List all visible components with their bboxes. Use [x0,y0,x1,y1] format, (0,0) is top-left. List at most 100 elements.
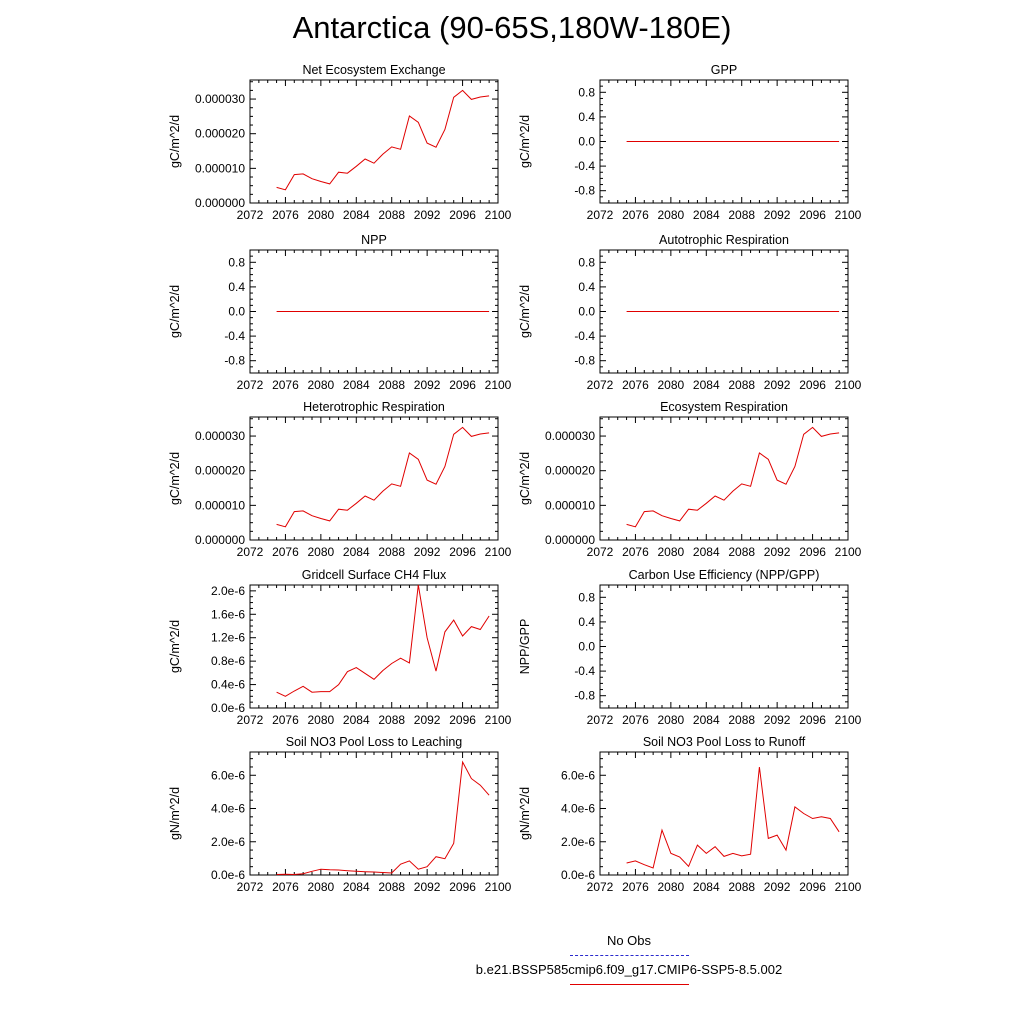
net-ecosystem-exchange-y-tick-label: 0.000020 [195,127,245,141]
npp-x-tick-label: 2076 [272,378,299,392]
ecosystem-respiration-y-axis-label: gC/m^2/d [518,452,532,505]
soil-no3-pool-loss-to-runoff-y-tick-label: 6.0e-6 [561,768,595,782]
npp-x-tick-label: 2080 [308,378,335,392]
ecosystem-respiration-x-tick-label: 2076 [622,545,649,559]
heterotrophic-respiration-x-tick-label: 2080 [308,545,335,559]
carbon-use-efficiency-npp-gpp-x-tick-label: 2088 [728,713,755,727]
gpp-y-axis-label: gC/m^2/d [518,115,532,168]
net-ecosystem-exchange-y-tick-label: 0.000030 [195,92,245,106]
npp-y-tick-label: -0.4 [224,329,245,343]
autotrophic-respiration-x-tick-label: 2080 [658,378,685,392]
gpp-y-tick-label: 0.0 [578,135,595,149]
soil-no3-pool-loss-to-leaching-x-tick-label: 2092 [414,880,441,894]
gridcell-surface-ch4-flux-x-tick-label: 2076 [272,713,299,727]
net-ecosystem-exchange-y-tick-label: 0.000010 [195,161,245,175]
autotrophic-respiration-y-tick-label: 0.0 [578,305,595,319]
heterotrophic-respiration-x-tick-label: 2088 [378,545,405,559]
npp-y-tick-label: 0.0 [228,305,245,319]
soil-no3-pool-loss-to-leaching-x-tick-label: 2072 [237,880,264,894]
net-ecosystem-exchange-x-tick-label: 2080 [308,208,335,222]
soil-no3-pool-loss-to-leaching-series-line [276,760,490,876]
soil-no3-pool-loss-to-leaching-y-axis-label: gN/m^2/d [168,787,182,840]
carbon-use-efficiency-npp-gpp-title: Carbon Use Efficiency (NPP/GPP) [629,568,820,582]
ecosystem-respiration-x-tick-label: 2088 [728,545,755,559]
soil-no3-pool-loss-to-leaching-title: Soil NO3 Pool Loss to Leaching [286,735,463,749]
gpp-x-tick-label: 2096 [799,208,826,222]
gridcell-surface-ch4-flux-y-tick-label: 1.2e-6 [211,631,245,645]
heterotrophic-respiration-y-tick-label: 0.000000 [195,533,245,547]
npp-title: NPP [361,233,387,247]
npp-x-tick-label: 2072 [237,378,264,392]
autotrophic-respiration-y-tick-label: 0.8 [578,255,595,269]
autotrophic-respiration-x-tick-label: 2092 [764,378,791,392]
ecosystem-respiration-y-tick-label: 0.000000 [545,533,595,547]
soil-no3-pool-loss-to-leaching-x-tick-label: 2080 [308,880,335,894]
autotrophic-respiration-y-tick-label: -0.4 [574,329,595,343]
carbon-use-efficiency-npp-gpp-x-tick-label: 2080 [658,713,685,727]
ecosystem-respiration-x-tick-label: 2092 [764,545,791,559]
heterotrophic-respiration-y-tick-label: 0.000020 [195,464,245,478]
carbon-use-efficiency-npp-gpp-y-tick-label: -0.8 [574,689,595,703]
gridcell-surface-ch4-flux-x-tick-label: 2096 [449,713,476,727]
gpp-x-tick-label: 2072 [587,208,614,222]
carbon-use-efficiency-npp-gpp-plot-frame [599,584,849,709]
net-ecosystem-exchange-x-tick-label: 2092 [414,208,441,222]
figure-title: Antarctica (90-65S,180W-180E) [292,10,732,45]
soil-no3-pool-loss-to-runoff-x-tick-label: 2100 [835,880,862,894]
autotrophic-respiration-title: Autotrophic Respiration [659,233,789,247]
net-ecosystem-exchange-x-tick-label: 2088 [378,208,405,222]
carbon-use-efficiency-npp-gpp-y-tick-label: 0.0 [578,640,595,654]
autotrophic-respiration-x-tick-label: 2096 [799,378,826,392]
autotrophic-respiration-x-tick-label: 2076 [622,378,649,392]
gpp-y-tick-label: -0.8 [574,184,595,198]
soil-no3-pool-loss-to-runoff-x-tick-label: 2072 [587,880,614,894]
gridcell-surface-ch4-flux-y-tick-label: 1.6e-6 [211,607,245,621]
soil-no3-pool-loss-to-runoff-x-tick-label: 2088 [728,880,755,894]
soil-no3-pool-loss-to-runoff-title: Soil NO3 Pool Loss to Runoff [643,735,806,749]
gridcell-surface-ch4-flux-x-tick-label: 2080 [308,713,335,727]
gridcell-surface-ch4-flux-x-tick-label: 2100 [485,713,512,727]
net-ecosystem-exchange-title: Net Ecosystem Exchange [302,63,445,77]
heterotrophic-respiration-y-tick-label: 0.000030 [195,429,245,443]
soil-no3-pool-loss-to-leaching-y-tick-label: 4.0e-6 [211,802,245,816]
gridcell-surface-ch4-flux-y-tick-label: 2.0e-6 [211,584,245,598]
gpp-y-tick-label: -0.4 [574,159,595,173]
net-ecosystem-exchange-x-tick-label: 2072 [237,208,264,222]
heterotrophic-respiration-y-tick-label: 0.000010 [195,498,245,512]
npp-x-tick-label: 2100 [485,378,512,392]
ecosystem-respiration-y-tick-label: 0.000030 [545,429,595,443]
carbon-use-efficiency-npp-gpp-y-axis-label: NPP/GPP [518,619,532,675]
gridcell-surface-ch4-flux-title: Gridcell Surface CH4 Flux [302,568,447,582]
npp-x-tick-label: 2084 [343,378,370,392]
ecosystem-respiration-x-tick-label: 2072 [587,545,614,559]
heterotrophic-respiration-x-tick-label: 2092 [414,545,441,559]
ecosystem-respiration-series-line [626,426,840,528]
carbon-use-efficiency-npp-gpp-x-tick-label: 2076 [622,713,649,727]
autotrophic-respiration-x-tick-label: 2088 [728,378,755,392]
heterotrophic-respiration-x-tick-label: 2084 [343,545,370,559]
npp-y-tick-label: 0.8 [228,255,245,269]
carbon-use-efficiency-npp-gpp-y-tick-label: -0.4 [574,664,595,678]
gridcell-surface-ch4-flux-series-line [276,584,490,697]
carbon-use-efficiency-npp-gpp-x-tick-label: 2084 [693,713,720,727]
net-ecosystem-exchange-y-tick-label: 0.000000 [195,196,245,210]
autotrophic-respiration-x-tick-label: 2084 [693,378,720,392]
soil-no3-pool-loss-to-leaching-x-tick-label: 2084 [343,880,370,894]
carbon-use-efficiency-npp-gpp-x-tick-label: 2096 [799,713,826,727]
net-ecosystem-exchange-x-tick-label: 2084 [343,208,370,222]
gridcell-surface-ch4-flux-x-tick-label: 2088 [378,713,405,727]
npp-x-tick-label: 2096 [449,378,476,392]
heterotrophic-respiration-x-tick-label: 2100 [485,545,512,559]
ecosystem-respiration-x-tick-label: 2084 [693,545,720,559]
gpp-x-tick-label: 2100 [835,208,862,222]
soil-no3-pool-loss-to-runoff-x-tick-label: 2092 [764,880,791,894]
soil-no3-pool-loss-to-leaching-y-tick-label: 6.0e-6 [211,768,245,782]
soil-no3-pool-loss-to-leaching-x-tick-label: 2096 [449,880,476,894]
gpp-x-tick-label: 2088 [728,208,755,222]
net-ecosystem-exchange-plot-frame [249,79,499,204]
gpp-y-tick-label: 0.8 [578,85,595,99]
carbon-use-efficiency-npp-gpp-x-tick-label: 2072 [587,713,614,727]
soil-no3-pool-loss-to-runoff-y-axis-label: gN/m^2/d [518,787,532,840]
gpp-x-tick-label: 2092 [764,208,791,222]
